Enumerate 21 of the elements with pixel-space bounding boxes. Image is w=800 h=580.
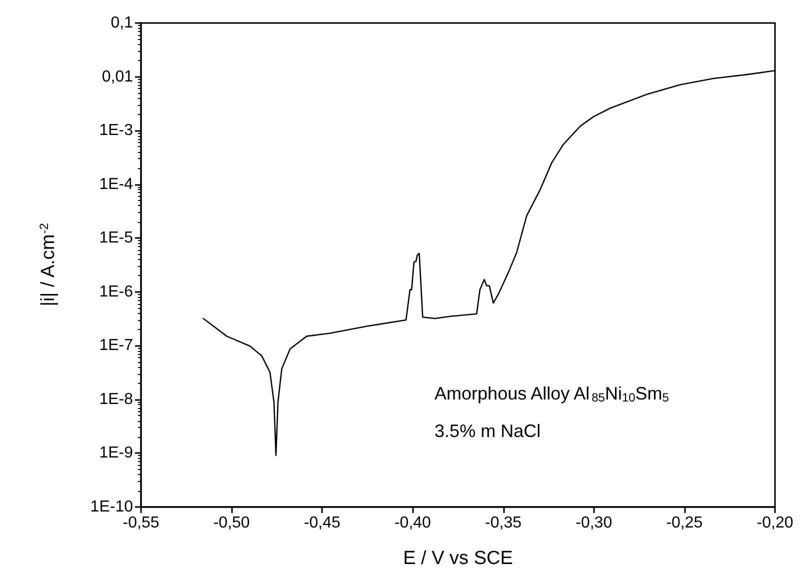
y-tick-label: 1E-10 bbox=[90, 498, 134, 516]
y-axis-title: |i| / A.cm-2 bbox=[37, 222, 59, 306]
x-tick-label: -0,50 bbox=[213, 514, 250, 532]
y-tick-label: 1E-6 bbox=[99, 283, 134, 300]
x-tick-label: -0,45 bbox=[304, 514, 340, 532]
y-tick-label: 0,01 bbox=[102, 68, 134, 86]
x-tick-label: -0,25 bbox=[666, 514, 703, 532]
x-tick-label: -0,20 bbox=[756, 514, 794, 532]
x-tick-label: -0,55 bbox=[122, 514, 160, 532]
y-tick-label: 1E-7 bbox=[99, 337, 134, 354]
y-tick-label: 1E-8 bbox=[99, 390, 134, 408]
y-tick-label: 0,1 bbox=[110, 14, 134, 32]
x-axis-title: E / V vs SCE bbox=[403, 548, 513, 569]
y-tick-label: 1E-4 bbox=[99, 176, 134, 193]
y-tick-label: 1E-3 bbox=[99, 122, 134, 140]
x-tick-label: -0,35 bbox=[485, 514, 522, 532]
x-tick-label: -0,40 bbox=[394, 514, 432, 532]
y-tick-label: 1E-5 bbox=[99, 230, 134, 247]
y-tick-label: 1E-9 bbox=[99, 444, 134, 462]
annotation: 3.5% m NaCl bbox=[434, 421, 541, 442]
x-tick-label: -0,30 bbox=[576, 514, 612, 532]
